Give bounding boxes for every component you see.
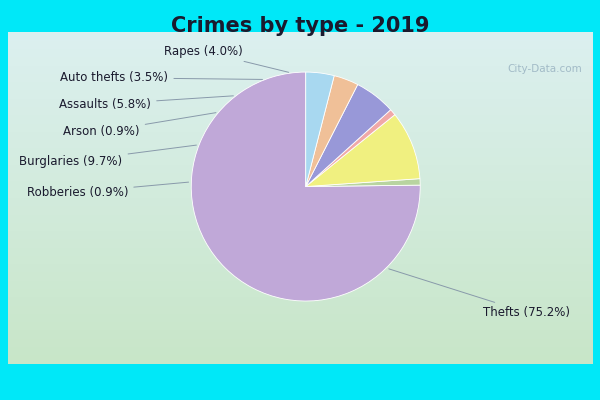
Text: Burglaries (9.7%): Burglaries (9.7%): [19, 145, 196, 168]
Wedge shape: [306, 84, 391, 186]
Wedge shape: [306, 110, 395, 186]
Wedge shape: [306, 72, 334, 186]
Text: Assaults (5.8%): Assaults (5.8%): [59, 96, 233, 111]
Text: Thefts (75.2%): Thefts (75.2%): [389, 269, 570, 319]
Text: Arson (0.9%): Arson (0.9%): [63, 113, 216, 138]
Text: Rapes (4.0%): Rapes (4.0%): [164, 45, 289, 72]
Text: City-Data.com: City-Data.com: [507, 64, 582, 74]
Text: Auto thefts (3.5%): Auto thefts (3.5%): [61, 71, 262, 84]
Wedge shape: [191, 72, 420, 301]
Text: Robberies (0.9%): Robberies (0.9%): [27, 182, 188, 199]
Wedge shape: [306, 179, 420, 186]
Text: Crimes by type - 2019: Crimes by type - 2019: [171, 16, 429, 36]
Wedge shape: [306, 76, 358, 186]
Wedge shape: [306, 115, 420, 186]
